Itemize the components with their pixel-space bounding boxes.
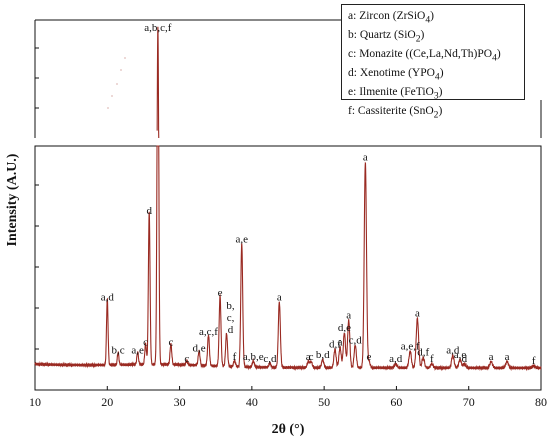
peak-label: a [306, 351, 311, 363]
diffraction-curve [34, 145, 542, 372]
peak-label: c,d [349, 334, 363, 346]
peak-label: a,c,f [199, 326, 218, 338]
peak-label: c [143, 336, 148, 348]
peak-label: a,b,e [243, 351, 264, 363]
x-tick-label: 10 [29, 395, 41, 409]
peak-label: a [415, 308, 420, 320]
axis-ticks [34, 47, 542, 390]
peak-labels: a,db,c a,ecda,b,c,fccd,ea,c,feb,c,dfa,ea,… [101, 22, 536, 367]
upper-trace-dot [124, 57, 126, 59]
peak-label: d,f [329, 339, 341, 351]
peak-label: a,e [454, 349, 467, 361]
x-tick-label: 60 [390, 395, 402, 409]
peak-label: a,d [446, 345, 460, 357]
peak-label: b,c [112, 345, 125, 357]
legend-item: c: Monazite ((Ce,La,Nd,Th)PO4) [348, 48, 501, 64]
peak-label: d [228, 324, 234, 336]
legend-item: a: Zircon (ZrSiO4) [348, 10, 434, 26]
peak-label: d,f [417, 347, 429, 359]
peak-label: d [146, 205, 152, 217]
peak-label: a [505, 351, 510, 363]
peak-label: d,e [338, 322, 351, 334]
peak-label: a [277, 291, 282, 303]
legend: a: Zircon (ZrSiO4) b: Quartz (SiO2) c: M… [341, 4, 525, 121]
legend-item: b: Quartz (SiO2) [348, 29, 425, 45]
peak-label: c,d [263, 353, 277, 365]
peak-label: b,d [316, 349, 330, 361]
peak-label: a [489, 351, 494, 363]
legend-item: f: Cassiterite (SnO2) [348, 105, 443, 121]
upper-trace-dot [107, 107, 109, 109]
legend-item: d: Xenotime (YPO4) [348, 67, 444, 83]
peak-label: a,e [235, 234, 248, 246]
y-axis-title: Intensity (A.U.) [5, 153, 20, 246]
diffraction-curve-upper [156, 26, 160, 139]
x-tick-label: 70 [463, 395, 475, 409]
peak-label: a,e [131, 345, 144, 357]
upper-panel-frame [34, 19, 542, 138]
peak-label: d [462, 353, 468, 365]
x-tick-label: 50 [318, 395, 330, 409]
x-tick-label: 30 [174, 395, 186, 409]
peak-label: a [346, 310, 351, 322]
peak-label: e [218, 287, 223, 299]
peak-label: e [367, 351, 372, 363]
x-tick-label: 80 [535, 395, 547, 409]
lower-panel-frame [34, 145, 542, 391]
peak-label: a,d [101, 291, 115, 303]
peak-label: a,b,c,f [144, 22, 172, 34]
x-tick-labels: 10 20 30 40 50 60 70 80 [29, 395, 547, 409]
peak-label: f [532, 355, 536, 367]
x-tick-label: 40 [246, 395, 258, 409]
upper-trace-dot [111, 95, 113, 97]
peak-label: b, [226, 300, 235, 312]
peak-label: c [309, 351, 314, 363]
upper-trace-dot [116, 83, 118, 85]
x-tick-label: 20 [101, 395, 113, 409]
peak-label: f [430, 353, 434, 365]
peak-label: a,d [389, 353, 403, 365]
x-axis-title: 2θ (°) [272, 422, 305, 437]
peak-label: c, [227, 312, 235, 324]
legend-item: e: Ilmenite (FeTiO3) [348, 86, 443, 102]
peak-label: a [363, 152, 368, 164]
peak-label: a,e,f [401, 341, 420, 353]
peak-label: c [184, 353, 189, 365]
peak-label: f [233, 351, 237, 363]
peak-label: d,e [193, 343, 206, 355]
peak-label: c [168, 336, 173, 348]
pattern-layer [34, 26, 542, 372]
peak-label: a [338, 336, 343, 348]
upper-trace-dot [120, 69, 122, 71]
